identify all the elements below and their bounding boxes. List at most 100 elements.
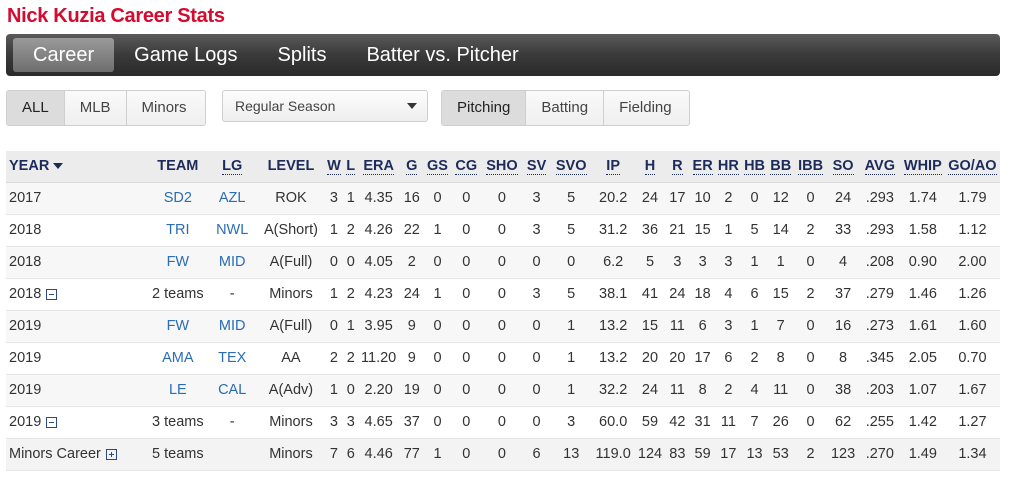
team-link[interactable]: TRI: [166, 222, 190, 238]
col-ip[interactable]: IP: [591, 151, 636, 183]
col-w[interactable]: W: [324, 151, 344, 183]
cell-r: 20: [665, 342, 690, 374]
tab-splits[interactable]: Splits: [277, 44, 327, 66]
stat-type-fielding[interactable]: Fielding: [619, 99, 672, 116]
team-link[interactable]: FW: [166, 318, 190, 334]
cell-year: 2018: [6, 214, 149, 246]
value-ip: 13.2: [599, 318, 628, 334]
stat-type-pitching[interactable]: Pitching: [442, 91, 527, 125]
stat-type-batting[interactable]: Batting: [526, 91, 605, 125]
value-h: 41: [641, 286, 659, 302]
col-g[interactable]: G: [399, 151, 425, 183]
value-avg: .345: [865, 350, 894, 366]
cell-avg: .208: [859, 246, 901, 278]
col-level[interactable]: LEVEL: [257, 151, 325, 183]
value-hb: 7: [750, 414, 759, 430]
cell-lg: MID: [207, 246, 257, 278]
col-goao[interactable]: GO/AO: [944, 151, 1000, 183]
cell-r: 24: [665, 278, 690, 310]
team-link[interactable]: LE: [168, 382, 187, 398]
cell-bb: 12: [768, 182, 794, 214]
cell-ip: 32.2: [591, 374, 635, 406]
filter-mlb[interactable]: MLB: [65, 91, 127, 125]
col-lg[interactable]: LG: [207, 151, 258, 183]
season-type-select[interactable]: Regular Season: [222, 90, 428, 122]
tab-career[interactable]: Career: [13, 38, 115, 72]
value-g: 2: [407, 254, 416, 270]
col-whip[interactable]: WHIP: [900, 151, 945, 183]
value-r: 3: [673, 254, 682, 270]
value-whip: 1.46: [908, 286, 937, 302]
col-gs[interactable]: GS: [424, 151, 451, 183]
cell-level: A(Full): [257, 246, 324, 278]
col-cg[interactable]: CG: [450, 151, 483, 183]
collapse-minus-icon[interactable]: [46, 416, 58, 428]
value-ip: 32.2: [599, 382, 628, 398]
col-bb[interactable]: BB: [767, 151, 794, 183]
cell-level: Minors: [257, 278, 324, 310]
col-sho[interactable]: SHO: [482, 151, 522, 183]
value-r: 11: [669, 382, 685, 398]
value-gs: 0: [433, 382, 442, 398]
value-l: 6: [346, 446, 355, 462]
cell-bb: 15: [768, 278, 794, 310]
cell-l: 0: [343, 374, 358, 406]
col-so[interactable]: SO: [827, 151, 859, 183]
value-svo: 0: [567, 254, 576, 270]
col-avg[interactable]: AVG: [858, 151, 901, 183]
value-sho: 0: [497, 254, 506, 270]
filter-minors[interactable]: Minors: [141, 99, 187, 116]
league-link[interactable]: NWL: [216, 222, 249, 238]
year-label: 2018: [9, 254, 42, 270]
col-h[interactable]: H: [635, 151, 665, 183]
value-r: 21: [669, 222, 686, 238]
value-ip: 20.2: [599, 190, 628, 206]
col-sv[interactable]: SV: [521, 151, 552, 183]
tab-game-logs[interactable]: Game Logs: [134, 44, 238, 66]
cell-ibb: 0: [794, 310, 828, 342]
col-hb[interactable]: HB: [741, 151, 768, 183]
value-era: 4.65: [364, 414, 393, 430]
cell-team: 5 teams: [149, 438, 207, 470]
cell-hr: 6: [715, 342, 741, 374]
league-link[interactable]: MID: [218, 254, 246, 270]
league-link[interactable]: CAL: [218, 382, 247, 398]
team-link[interactable]: SD2: [163, 190, 192, 206]
tab-batter-vs-pitcher[interactable]: Batter vs. Pitcher: [366, 44, 519, 66]
cell-goao: 1.26: [945, 278, 1000, 310]
cell-h: 124: [635, 438, 665, 470]
col-era[interactable]: ERA: [358, 151, 400, 183]
value-lg: -: [229, 414, 235, 430]
value-sv: 6: [532, 446, 541, 462]
col-team[interactable]: TEAM: [148, 151, 208, 183]
collapse-minus-icon[interactable]: [46, 288, 58, 300]
col-r[interactable]: R: [664, 151, 690, 183]
league-link[interactable]: TEX: [218, 350, 247, 366]
value-so: 62: [835, 414, 852, 430]
filter-all[interactable]: ALL: [7, 91, 65, 125]
value-avg: .270: [865, 446, 894, 462]
expand-plus-icon[interactable]: [105, 448, 117, 460]
value-hb: 1: [750, 318, 759, 334]
col-l[interactable]: L: [343, 151, 359, 183]
value-hr: 4: [724, 286, 733, 302]
cell-hr: 11: [715, 406, 741, 438]
value-avg: .293: [865, 222, 894, 238]
value-g: 16: [403, 190, 420, 206]
table-row: 2019 3 teams - Minors 3 3 4.65 37 0 0 0 0 3 60.0 59 42 3…: [6, 406, 1000, 438]
col-er[interactable]: ER: [689, 151, 716, 183]
col-ibb[interactable]: IBB: [793, 151, 828, 183]
col-hr[interactable]: HR: [715, 151, 742, 183]
col-year[interactable]: YEAR: [6, 151, 149, 183]
team-link[interactable]: FW: [166, 254, 190, 270]
value-bb: 15: [772, 286, 789, 302]
value-l: 2: [346, 222, 355, 238]
cell-ip: 20.2: [591, 182, 635, 214]
team-link[interactable]: AMA: [162, 350, 194, 366]
col-svo[interactable]: SVO: [551, 151, 592, 183]
cell-l: 3: [343, 406, 358, 438]
cell-l: 2: [343, 278, 358, 310]
league-link[interactable]: MID: [218, 318, 246, 334]
league-link[interactable]: AZL: [218, 190, 246, 206]
cell-lg: -: [207, 278, 257, 310]
